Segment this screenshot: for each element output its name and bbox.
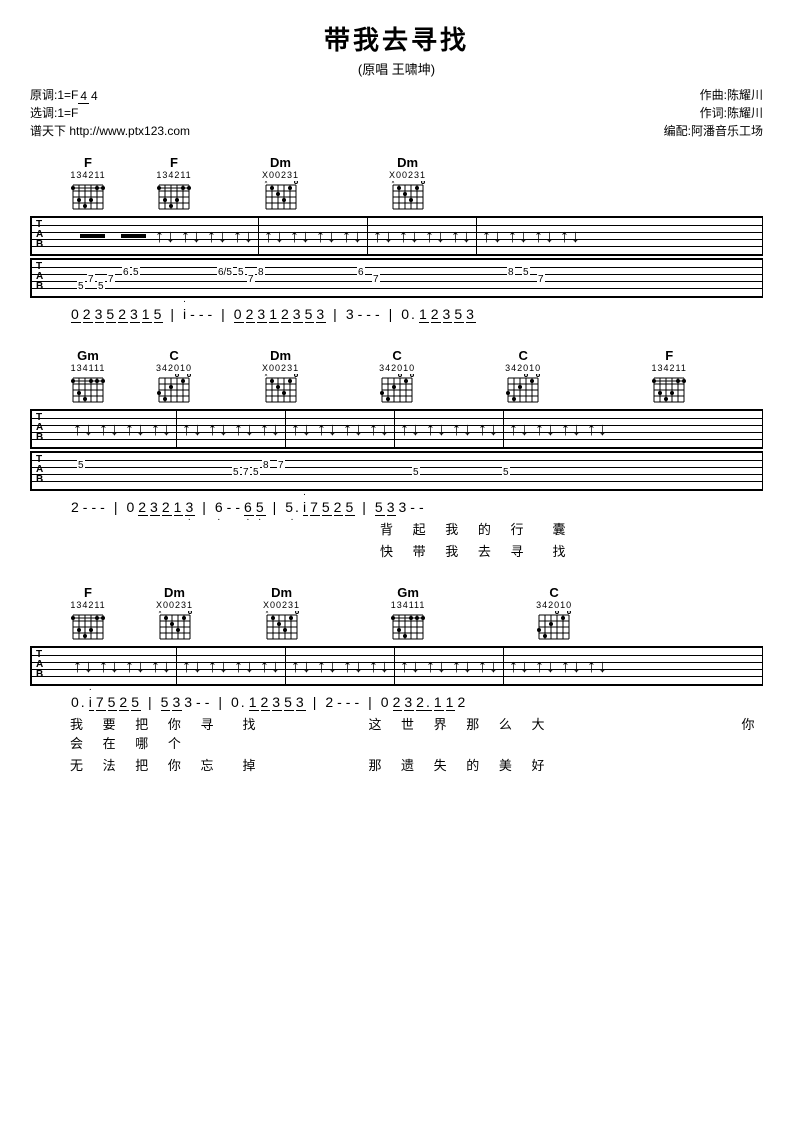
chord-F: F 134211 [70, 155, 106, 214]
lyricist: 作词:陈耀川 [664, 104, 763, 122]
lyrics-line: 背 起 我 的 行 囊 [30, 519, 763, 538]
lyrics-line: 无 法 把 你 忘 掉 那 遗 失 的 美 好 [30, 755, 763, 774]
chord-Dm: Dm X00231 × [156, 585, 193, 644]
svg-text:×: × [158, 611, 162, 616]
chord-C: C 342010 [156, 348, 192, 407]
chord-Dm: Dm X00231 × [389, 155, 426, 214]
jianpu-notation: 0.i7525|533--|0.12353|2---|0232.112 [30, 694, 763, 711]
chord-Dm: Dm X00231 × [262, 155, 299, 214]
chord-F: F 134211 [70, 585, 106, 644]
tab-rhythm: TAB ↑↓↑↓↑↓↑↓↑↓↑↓↑↓↑↓↑↓↑↓↑↓↑↓↑↓↑↓↑↓↑↓↑↓↑↓… [30, 409, 763, 449]
meta-left: 原调:1=F44 选调:1=F 谱天下 http://www.ptx123.co… [30, 86, 190, 140]
composer: 作曲:陈耀川 [664, 86, 763, 104]
chord-F: F 134211 [156, 155, 192, 214]
lyrics-line: 快 带 我 去 寻 找 [30, 541, 763, 560]
lyrics-line: 我 要 把 你 寻 找 这 世 界 那 么 大 你 会 在 哪 个 [30, 714, 763, 752]
source-url: 谱天下 http://www.ptx123.com [30, 122, 190, 140]
chord-Gm: Gm 134111 [70, 348, 106, 407]
chord-Dm: Dm X00231 × [262, 348, 299, 407]
jianpu-notation: 2---|023213|6--65|5.i7525|533-- [30, 499, 763, 516]
chord-row: Gm 134111 C 342010 Dm X00231 × C 342010 … [30, 348, 763, 407]
tab-lead: TAB5757656/557867857 [30, 258, 763, 298]
jianpu-notation: 02352315|i---|02312353|3---|0.12353 [30, 306, 763, 323]
arranger: 编配:阿潘音乐工场 [664, 122, 763, 140]
svg-text:×: × [264, 181, 268, 186]
tab-rhythm: TAB ↑↓↑↓↑↓↑↓↑↓↑↓↑↓↑↓↑↓↑↓↑↓↑↓↑↓↑↓↑↓↑↓ [30, 216, 763, 256]
song-title: 带我去寻找 [30, 20, 763, 57]
system-0: F 134211 F 134211 Dm X00231 × Dm X00231 … [30, 155, 763, 323]
chord-Gm: Gm 134111 [390, 585, 426, 644]
chord-Dm: Dm X00231 × [263, 585, 300, 644]
meta-right: 作曲:陈耀川 作词:陈耀川 编配:阿潘音乐工场 [664, 86, 763, 140]
chord-F: F 134211 [651, 348, 687, 407]
chord-C: C 342010 [536, 585, 572, 644]
svg-text:×: × [264, 374, 268, 379]
system-1: Gm 134111 C 342010 Dm X00231 × C 342010 … [30, 348, 763, 560]
tab-lead: TAB55758755 [30, 451, 763, 491]
chord-row: F 134211 Dm X00231 × Dm X00231 × Gm 1341… [30, 585, 763, 644]
chord-C: C 342010 [505, 348, 541, 407]
system-2: F 134211 Dm X00231 × Dm X00231 × Gm 1341… [30, 585, 763, 774]
chord-row: F 134211 F 134211 Dm X00231 × Dm X00231 … [30, 155, 763, 214]
song-subtitle: (原唱 王啸坤) [30, 59, 763, 78]
tab-rhythm: TAB ↑↓↑↓↑↓↑↓↑↓↑↓↑↓↑↓↑↓↑↓↑↓↑↓↑↓↑↓↑↓↑↓↑↓↑↓… [30, 646, 763, 686]
svg-text:×: × [391, 181, 395, 186]
svg-text:×: × [265, 611, 269, 616]
chord-C: C 342010 [379, 348, 415, 407]
